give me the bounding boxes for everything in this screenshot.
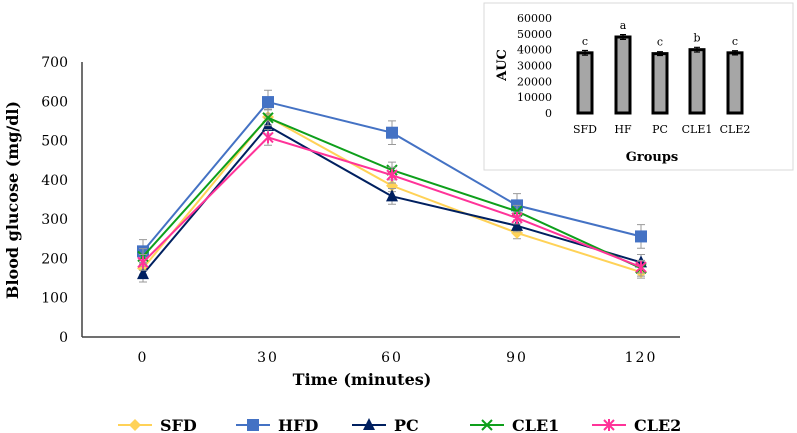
inset-bar <box>576 51 594 115</box>
legend-label: PC <box>394 416 419 433</box>
marker-square <box>247 419 259 431</box>
y-tick-label: 600 <box>41 94 68 110</box>
legend-label: CLE2 <box>634 416 681 433</box>
x-tick-label: 0 <box>138 350 149 366</box>
inset-x-tick-label: SFD <box>573 123 597 136</box>
marker-triangle <box>386 189 398 202</box>
marker-triangle <box>363 418 375 430</box>
inset-y-axis-title: AUC <box>495 49 510 82</box>
marker-star <box>635 261 647 274</box>
inset-error-bar <box>657 51 663 57</box>
marker-x <box>481 419 493 431</box>
x-axis-title: Time (minutes) <box>293 370 432 389</box>
inset-x-tick-label: HF <box>614 123 632 136</box>
inset-y-tick-label: 40000 <box>517 44 552 57</box>
legend-label: SFD <box>160 416 197 433</box>
marker-x <box>262 112 274 124</box>
legend-label: HFD <box>278 416 318 433</box>
legend-label: CLE1 <box>512 416 559 433</box>
y-tick-label: 100 <box>41 291 68 307</box>
inset-y-tick-label: 50000 <box>517 28 552 41</box>
inset-frame <box>483 2 794 171</box>
inset-x-tick-label: PC <box>652 123 668 136</box>
inset-significance-label: c <box>657 36 663 49</box>
y-tick-label: 0 <box>59 330 68 346</box>
y-tick-label: 200 <box>41 251 68 267</box>
legend-item-cle1: CLE1 <box>470 416 559 433</box>
inset-error-bar <box>694 46 700 53</box>
marker-triangle <box>137 267 149 280</box>
x-tick-label: 30 <box>257 350 279 366</box>
inset-error-bar <box>582 49 588 56</box>
inset-y-tick-label: 60000 <box>517 12 552 25</box>
y-axis-title: Blood glucose (mg/dl) <box>3 101 22 299</box>
marker-star <box>386 169 398 182</box>
inset-y-tick-label: 10000 <box>517 91 552 104</box>
inset-x-axis-title: Groups <box>626 150 678 165</box>
x-tick-label: 60 <box>381 350 403 366</box>
marker-diamond <box>129 419 141 431</box>
legend-item-hfd: HFD <box>236 416 318 433</box>
inset-x-tick-label: CLE1 <box>682 123 713 136</box>
inset-error-bar <box>620 34 626 40</box>
inset-error-bar <box>732 50 738 56</box>
legend-item-pc: PC <box>352 416 419 433</box>
inset-bar <box>651 52 669 115</box>
legend-item-cle2: CLE2 <box>592 416 681 433</box>
marker-triangle <box>511 218 523 231</box>
y-tick-label: 400 <box>41 173 68 189</box>
inset-bar <box>614 35 632 115</box>
inset-significance-label: c <box>582 35 588 48</box>
y-tick-label: 700 <box>41 55 68 71</box>
marker-star <box>137 256 149 269</box>
marker-star <box>262 131 274 144</box>
marker-square <box>386 126 398 139</box>
inset-significance-label: c <box>732 35 738 48</box>
marker-square <box>262 96 274 109</box>
inset-x-tick-label: CLE2 <box>720 123 751 136</box>
y-tick-label: 500 <box>41 134 68 150</box>
marker-star <box>603 419 615 431</box>
y-tick-label: 300 <box>41 212 68 228</box>
x-tick-label: 120 <box>625 350 658 366</box>
x-tick-label: 90 <box>506 350 528 366</box>
inset-y-tick-label: 0 <box>545 107 552 120</box>
inset-bar <box>726 51 744 115</box>
inset-significance-label: a <box>620 19 627 32</box>
inset-y-tick-label: 30000 <box>517 60 552 73</box>
marker-square <box>635 230 647 243</box>
marker-star <box>511 211 523 224</box>
legend-item-sfd: SFD <box>118 416 197 433</box>
inset-y-tick-label: 20000 <box>517 75 552 88</box>
inset-bar <box>688 48 706 115</box>
series-cle2 <box>137 129 647 274</box>
inset-significance-label: b <box>693 32 700 45</box>
